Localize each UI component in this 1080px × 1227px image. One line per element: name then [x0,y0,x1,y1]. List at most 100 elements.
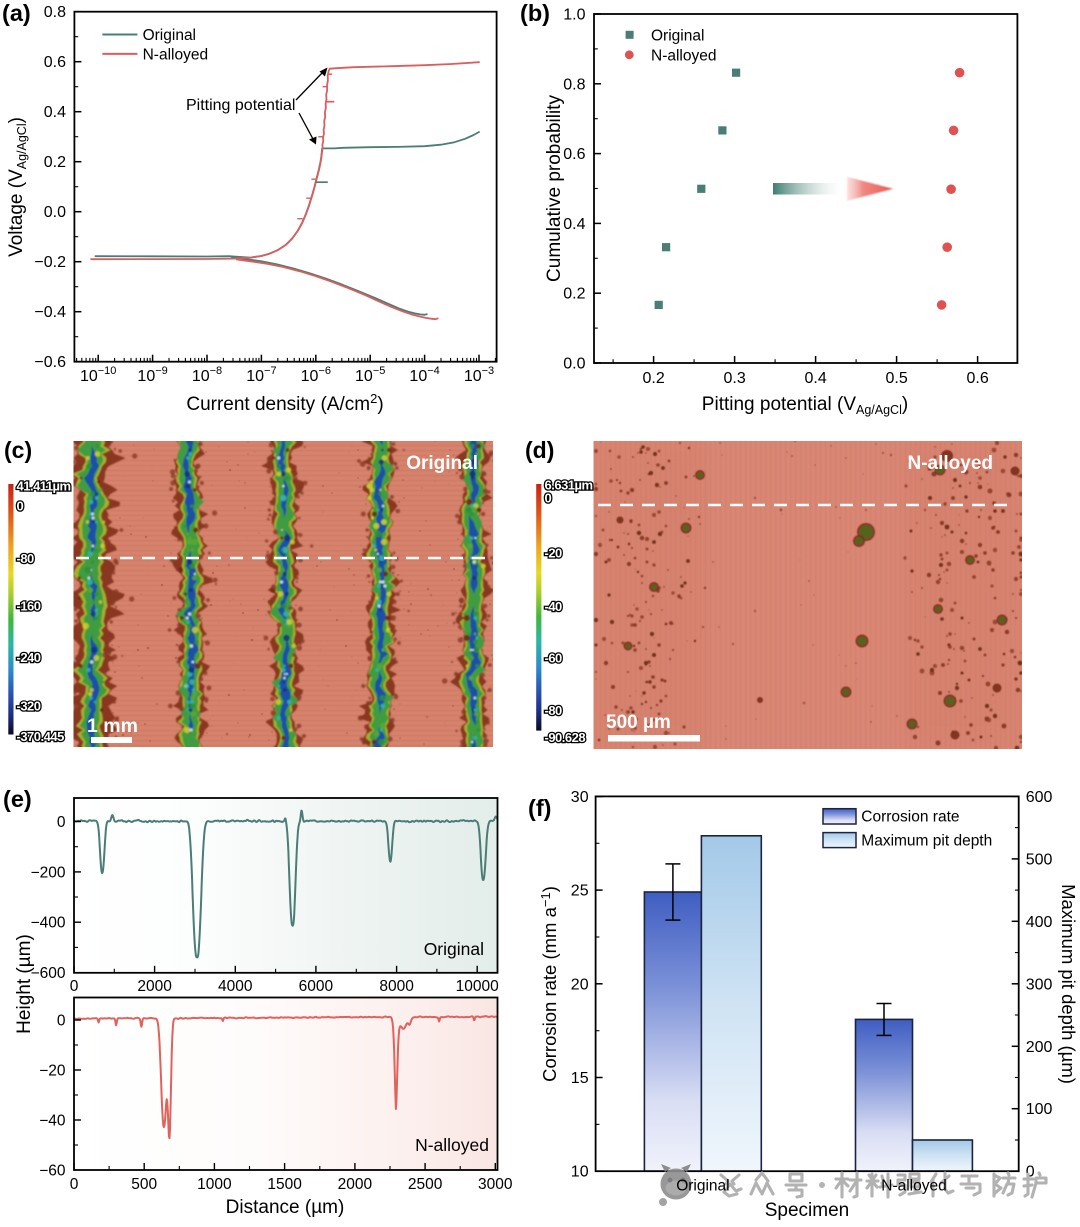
svg-text:10−8: 10−8 [192,365,222,385]
svg-text:-80: -80 [17,551,35,566]
svg-text:0: 0 [1026,1164,1035,1181]
svg-text:0: 0 [57,814,66,831]
svg-text:N-alloyed: N-alloyed [881,1178,946,1195]
svg-text:10−7: 10−7 [246,365,276,385]
svg-text:500: 500 [131,1176,157,1193]
svg-text:Original: Original [406,453,478,474]
svg-text:(a): (a) [2,0,31,26]
svg-text:Corrosion rate (mm a−1): Corrosion rate (mm a−1) [538,886,560,1082]
svg-text:-240: -240 [17,650,41,665]
svg-text:−200: −200 [31,864,66,881]
svg-text:3000: 3000 [478,1176,513,1193]
svg-text:Cumulative probability: Cumulative probability [544,95,565,282]
svg-text:Original: Original [651,27,704,44]
svg-text:Corrosion rate: Corrosion rate [861,809,959,826]
svg-text:25: 25 [571,883,589,900]
svg-text:400: 400 [1026,914,1053,931]
svg-text:-160: -160 [17,599,41,614]
svg-text:600: 600 [1026,789,1053,806]
svg-text:10−9: 10−9 [137,365,167,385]
svg-text:Maximum pit depth: Maximum pit depth [861,832,992,849]
svg-text:41.411µm: 41.411µm [17,479,71,494]
svg-text:−0.4: −0.4 [34,304,66,321]
svg-text:Original: Original [676,1178,729,1195]
svg-text:−60: −60 [39,1163,66,1180]
svg-text:0.2: 0.2 [642,370,664,387]
svg-text:Height (µm): Height (µm) [14,934,35,1034]
svg-text:20: 20 [571,976,589,993]
svg-text:0.0: 0.0 [44,204,66,221]
svg-text:0: 0 [57,1013,66,1030]
svg-text:15: 15 [571,1070,589,1087]
svg-text:10−10: 10−10 [80,365,116,385]
svg-text:(b): (b) [520,0,550,26]
svg-text:N-alloyed: N-alloyed [651,47,716,64]
svg-text:10000: 10000 [456,978,499,995]
svg-text:Original: Original [143,27,196,44]
svg-text:2000: 2000 [338,1176,373,1193]
svg-text:0.8: 0.8 [563,76,585,93]
svg-text:(c): (c) [4,437,32,463]
svg-text:0.4: 0.4 [563,216,585,233]
svg-text:-60: -60 [545,651,563,666]
svg-text:10−4: 10−4 [409,365,439,385]
svg-text:200: 200 [1026,1039,1053,1056]
svg-text:1.0: 1.0 [563,7,585,24]
svg-text:1500: 1500 [267,1176,302,1193]
svg-text:0.5: 0.5 [885,370,907,387]
svg-text:Pitting potential (VAg/AgCl): Pitting potential (VAg/AgCl) [702,394,908,417]
svg-text:500: 500 [1026,851,1053,868]
svg-text:−40: −40 [39,1113,66,1130]
svg-text:N-alloyed: N-alloyed [415,1135,489,1155]
svg-text:−600: −600 [31,965,66,982]
svg-text:0.4: 0.4 [804,370,826,387]
svg-text:-370.445: -370.445 [17,729,65,744]
svg-text:0.3: 0.3 [723,370,745,387]
svg-text:-90.628: -90.628 [545,730,586,745]
svg-text:0.6: 0.6 [44,54,66,71]
svg-text:6000: 6000 [299,978,334,995]
svg-text:−0.2: −0.2 [34,254,66,271]
svg-text:0: 0 [17,499,24,514]
svg-text:-20: -20 [545,546,563,561]
svg-text:-40: -40 [545,599,563,614]
svg-text:10−6: 10−6 [301,365,331,385]
svg-text:(d): (d) [525,437,554,463]
svg-text:6.631µm: 6.631µm [545,478,593,493]
svg-text:−20: −20 [39,1063,66,1080]
svg-text:30: 30 [571,789,589,806]
svg-text:10−5: 10−5 [355,365,385,385]
svg-text:N-alloyed: N-alloyed [907,453,993,474]
svg-text:N-alloyed: N-alloyed [143,46,208,63]
svg-text:(e): (e) [3,786,32,812]
svg-text:(f): (f) [528,795,551,821]
svg-text:1000: 1000 [197,1176,232,1193]
svg-text:Maximum pit depth (µm): Maximum pit depth (µm) [1058,884,1079,1084]
svg-text:100: 100 [1026,1101,1053,1118]
svg-text:0.6: 0.6 [966,370,988,387]
svg-text:4000: 4000 [218,978,253,995]
svg-text:10−3: 10−3 [464,365,494,385]
svg-text:0.2: 0.2 [563,286,585,303]
svg-text:Original: Original [424,939,484,959]
svg-text:Pitting potential: Pitting potential [186,97,295,114]
svg-text:2000: 2000 [137,978,172,995]
svg-text:0.6: 0.6 [563,146,585,163]
svg-text:−400: −400 [31,915,66,932]
svg-text:0.0: 0.0 [563,356,585,373]
svg-text:0: 0 [70,978,79,995]
svg-text:Distance (µm): Distance (µm) [226,1197,345,1218]
svg-text:0.2: 0.2 [44,154,66,171]
svg-text:0: 0 [545,491,552,506]
svg-text:-80: -80 [545,703,563,718]
svg-text:0: 0 [70,1176,79,1193]
svg-text:300: 300 [1026,976,1053,993]
svg-text:10: 10 [571,1164,589,1181]
svg-text:Voltage (VAg/AgCl): Voltage (VAg/AgCl) [6,117,29,257]
svg-text:0.8: 0.8 [44,4,66,21]
svg-text:1 mm: 1 mm [87,715,138,737]
svg-text:0.4: 0.4 [44,104,66,121]
svg-text:Current density (A/cm2): Current density (A/cm2) [186,391,383,415]
svg-text:2500: 2500 [408,1176,443,1193]
svg-text:8000: 8000 [379,978,414,995]
